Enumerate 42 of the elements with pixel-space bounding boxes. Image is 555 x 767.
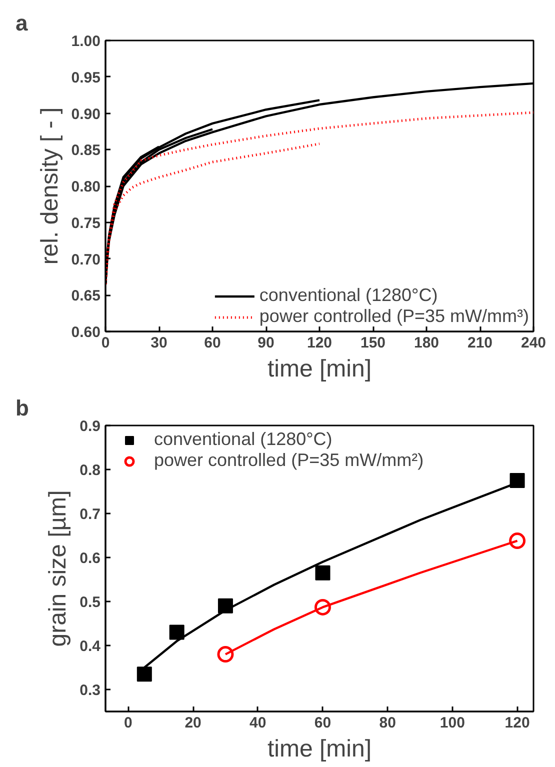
x-tick-label: 60: [204, 334, 221, 352]
legend-label: conventional (1280°C): [154, 429, 332, 450]
y-tick-label: 0.80: [71, 178, 101, 196]
y-tick-label: 0.4: [80, 638, 102, 655]
y-axis-title: rel. density [ - ]: [36, 107, 64, 265]
y-tick-label: 0.7: [80, 506, 101, 523]
y-tick-label: 0.75: [71, 214, 101, 232]
x-tick-label: 210: [467, 334, 493, 352]
y-tick-label: 0.9: [80, 418, 101, 435]
x-tick-label: 240: [520, 334, 546, 352]
y-tick-label: 0.3: [80, 682, 101, 699]
x-tick-label: 40: [250, 714, 266, 732]
y-tick-label: 1.00: [71, 33, 101, 50]
x-axis-title: time [min]: [267, 736, 372, 762]
x-tick-label: 0: [101, 334, 110, 352]
x-tick-label: 90: [258, 334, 274, 352]
legend-label: power controlled (P=35 mW/mm³): [259, 306, 529, 327]
x-tick-label: 120: [504, 714, 530, 732]
chart-title: a: [16, 10, 28, 36]
x-axis-title: time [min]: [267, 356, 372, 382]
y-tick-label: 0.6: [80, 550, 101, 567]
x-tick-label: 180: [414, 334, 440, 352]
x-tick-label: 100: [440, 714, 465, 732]
y-tick-label: 0.8: [80, 462, 101, 479]
y-tick-label: 0.60: [71, 324, 101, 341]
y-tick-label: 0.70: [71, 251, 101, 268]
x-tick-label: 120: [306, 334, 332, 352]
y-tick-label: 0.5: [80, 594, 101, 611]
x-tick-label: 60: [314, 714, 332, 732]
legend-label: power controlled (P=35 mW/mm²): [154, 450, 424, 471]
y-axis-title: grain size [µm]: [44, 490, 72, 647]
y-tick-label: 0.90: [71, 106, 101, 123]
chart-title: b: [16, 396, 29, 420]
y-tick-label: 0.85: [71, 142, 101, 160]
y-tick-label: 0.95: [71, 69, 101, 86]
x-tick-label: 30: [150, 334, 168, 352]
y-tick-label: 0.65: [71, 288, 101, 305]
x-tick-label: 0: [124, 714, 132, 732]
x-tick-label: 150: [360, 334, 386, 352]
legend-label: conventional (1280°C): [259, 285, 438, 306]
x-tick-label: 20: [184, 714, 202, 732]
x-tick-label: 80: [379, 714, 396, 732]
